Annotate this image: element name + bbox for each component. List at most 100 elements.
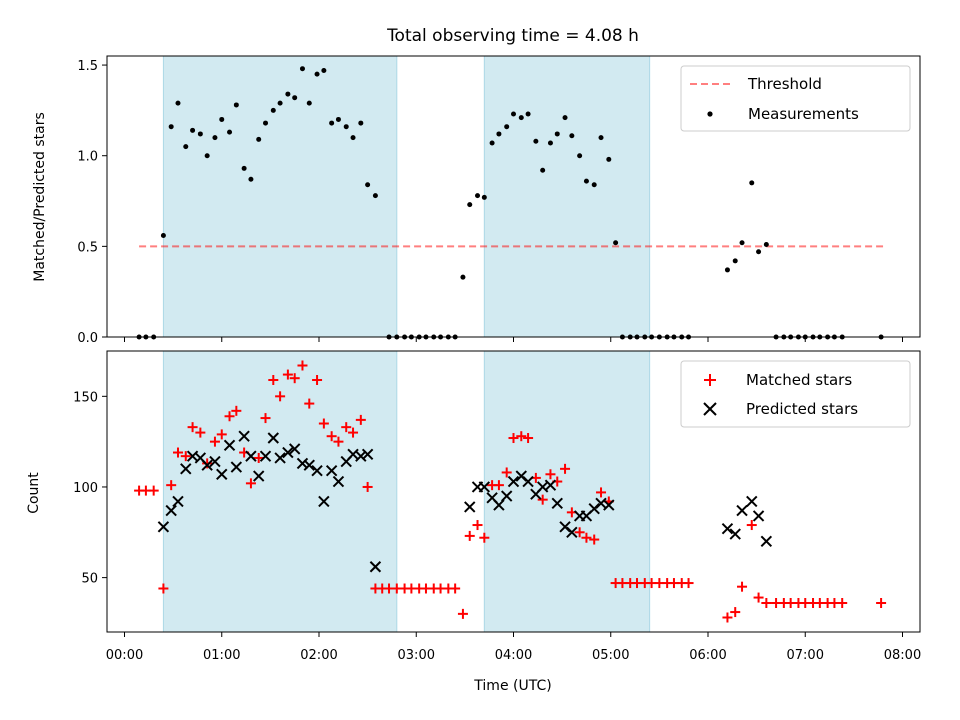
matched-star-point: [326, 431, 337, 442]
measurement-point: [504, 124, 510, 130]
predicted-star-point: [746, 495, 758, 508]
measurement-point: [358, 120, 364, 126]
matched-star-point: [187, 422, 198, 433]
top-y-tick-label: 1.0: [77, 150, 98, 165]
measurement-point: [475, 193, 481, 199]
matched-star-point: [479, 532, 490, 543]
chart-title: Total observing time = 4.08 h: [386, 26, 639, 46]
measurement-point: [212, 135, 218, 141]
x-tick-label: 03:00: [398, 648, 435, 663]
predicted-star-point: [325, 464, 338, 477]
x-stroke-b: [172, 495, 184, 508]
measurement-point: [365, 182, 371, 188]
top-shaded-region: [162, 55, 398, 338]
matched-star-point: [341, 422, 352, 433]
predicted-star-point: [245, 450, 257, 462]
bottom-panel: 50 100 150 00:00 01:00 02:00 03:00 04:00 05:00 06…: [73, 350, 921, 663]
x-stroke-b: [507, 475, 520, 488]
legend-box: [680, 360, 911, 428]
x-tick-label: 02:00: [300, 648, 337, 663]
x-stroke-b: [752, 510, 765, 522]
matched-star-point: [333, 436, 344, 447]
predicted-star-point: [288, 443, 301, 455]
x-tick-label: 04:00: [495, 648, 532, 663]
measurement-point: [350, 135, 356, 141]
predicted-star-point: [282, 446, 294, 459]
x-stroke-b: [194, 452, 207, 464]
predicted-star-point: [544, 479, 557, 491]
measurement-point: [329, 120, 335, 126]
measurement-point: [749, 180, 755, 186]
x-stroke-b: [486, 492, 498, 504]
measurement-point: [732, 258, 738, 264]
matched-star-point: [472, 520, 483, 531]
top-shaded-region: [483, 55, 651, 338]
x-stroke-b: [746, 495, 758, 508]
x-stroke-b: [566, 526, 578, 538]
measurement-point: [263, 120, 269, 126]
matched-star-point: [508, 433, 519, 444]
measurement-point: [270, 107, 276, 113]
predicted-star-point: [209, 455, 221, 468]
matched-star-point: [318, 418, 329, 429]
x-stroke-b: [355, 450, 367, 462]
x-stroke-b: [478, 481, 491, 493]
measurement-point: [481, 194, 487, 200]
predicted-star-point: [493, 499, 505, 511]
measurement-point: [190, 127, 196, 133]
matched-star-point: [297, 360, 308, 371]
x-stroke-b: [464, 501, 476, 513]
x-tick-label: 05:00: [592, 648, 629, 663]
predicted-star-point: [500, 490, 513, 502]
predicted-star-point: [157, 521, 170, 533]
x-stroke-b: [259, 450, 272, 462]
x-stroke-b: [361, 448, 374, 461]
matched-star-point: [581, 532, 592, 543]
measurement-point: [763, 242, 769, 248]
matched-star-point: [282, 369, 293, 380]
measurement-point: [518, 115, 524, 121]
measurement-point: [285, 91, 291, 97]
predicted-star-point: [721, 522, 734, 535]
x-axis-label: Time (UTC): [473, 678, 551, 694]
predicted-star-point: [355, 450, 367, 462]
bottom-y-tick-label: 50: [81, 572, 98, 587]
x-stroke-b: [288, 443, 301, 455]
x-stroke-b: [180, 463, 192, 475]
predicted-star-point: [259, 450, 272, 462]
predicted-star-point: [180, 463, 192, 475]
top-y-tick-label: 0.5: [77, 240, 98, 255]
x-stroke-b: [303, 459, 315, 471]
measurement-point: [756, 249, 762, 255]
matched-star-point: [312, 375, 323, 386]
predicted-star-point: [318, 495, 330, 508]
matched-star-point: [216, 429, 227, 440]
measurement-point: [613, 240, 619, 246]
predicted-star-point: [752, 510, 765, 522]
measurement-point: [160, 232, 166, 238]
predicted-star-point: [172, 495, 184, 508]
predicted-star-point: [736, 504, 748, 517]
predicted-star-point: [361, 448, 374, 461]
matched-star-point: [148, 485, 159, 496]
predicted-star-point: [201, 459, 213, 471]
matched-star-point: [195, 427, 206, 438]
measurement-point: [540, 167, 546, 173]
predicted-star-point: [522, 475, 534, 488]
matched-star-point: [516, 431, 527, 442]
x-stroke-b: [515, 470, 527, 482]
measurement-point: [562, 115, 568, 121]
measurement-point: [335, 116, 341, 122]
measurement-point: [591, 182, 597, 188]
matched-star-point: [209, 436, 220, 447]
matched-star-point: [348, 427, 359, 438]
x-stroke-b: [325, 464, 338, 477]
matched-star-point: [722, 612, 733, 623]
predicted-star-point: [223, 439, 236, 451]
predicted-star-point: [729, 528, 741, 540]
legend-matched-marker: [704, 374, 716, 386]
measurement-point: [248, 176, 254, 182]
x-tick-label: 07:00: [787, 648, 824, 663]
matched-star-point: [596, 487, 607, 498]
